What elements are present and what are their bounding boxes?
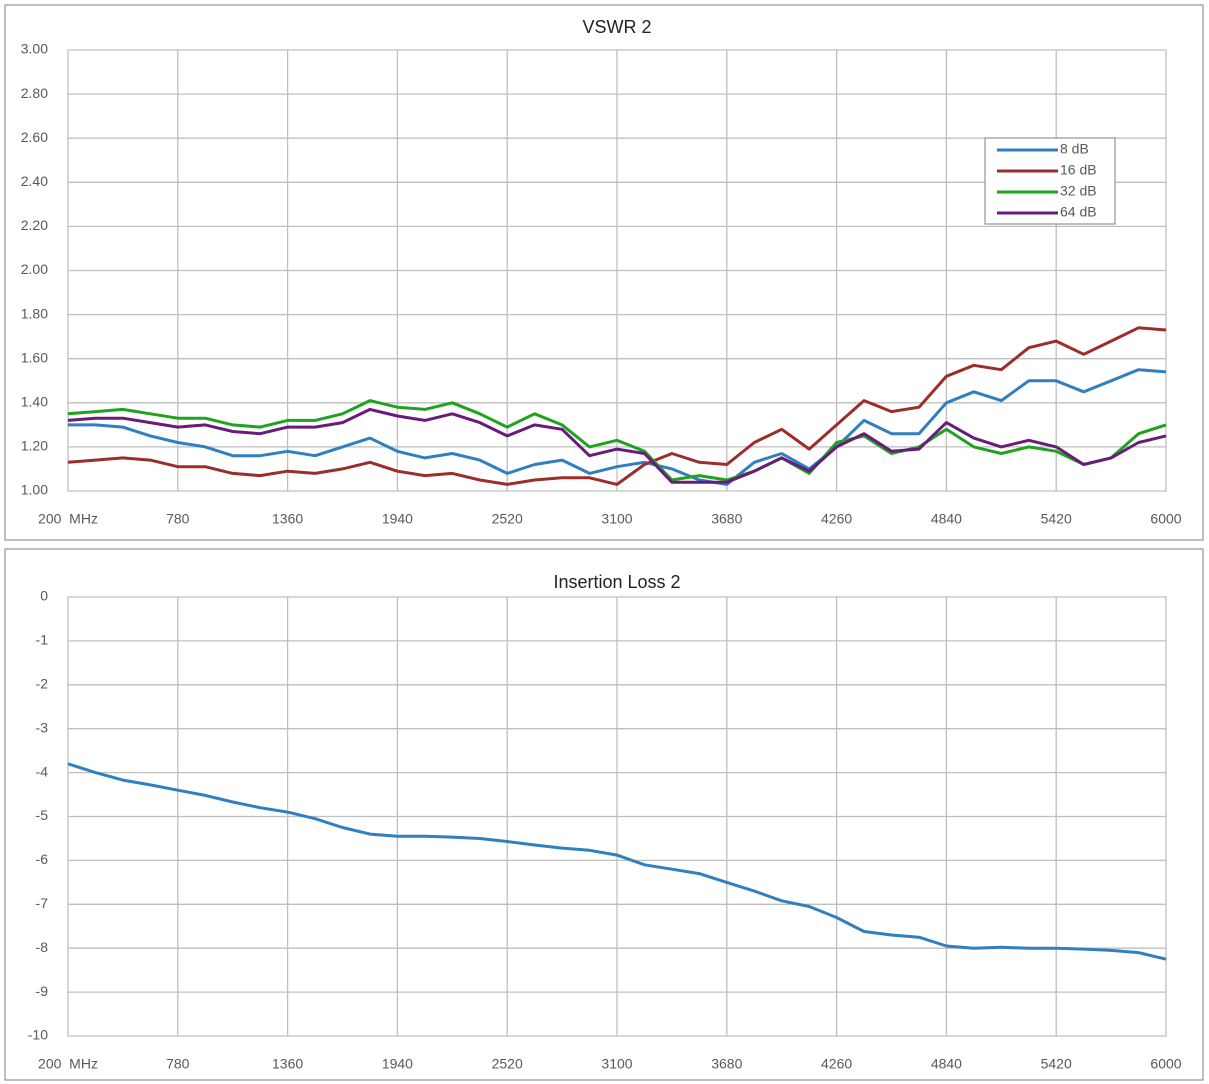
chart-frame (4, 4, 1204, 541)
x-tick-label: 3100 (601, 1056, 632, 1072)
x-tick-label: 4840 (931, 511, 962, 527)
legend-label: 32 dB (1060, 183, 1097, 199)
y-tick-label: -8 (36, 939, 49, 955)
y-tick-label: -1 (36, 632, 49, 648)
x-tick-label: 1940 (382, 511, 413, 527)
y-tick-label: -2 (36, 676, 49, 692)
y-tick-label: -3 (36, 719, 49, 735)
y-tick-label: 1.80 (21, 305, 48, 321)
chart-title: Insertion Loss 2 (553, 572, 680, 592)
x-tick-label: 200 MHz (38, 1056, 98, 1072)
series-line (67, 399, 1167, 482)
series-line (67, 407, 1167, 484)
series-line (68, 368, 1167, 486)
y-tick-label: 1.40 (21, 394, 48, 410)
x-tick-label: 4260 (821, 1056, 852, 1072)
x-tick-label: 780 (166, 1056, 190, 1072)
x-tick-label: 2520 (492, 1056, 523, 1072)
x-tick-label: 6000 (1150, 511, 1181, 527)
x-tick-label: 4260 (821, 511, 852, 527)
y-tick-label: -6 (36, 851, 49, 867)
series-line (67, 326, 1167, 486)
y-tick-label: 0 (40, 588, 48, 604)
y-tick-label: -4 (36, 763, 49, 779)
x-tick-label: 3680 (711, 1056, 742, 1072)
y-tick-label: 2.40 (21, 173, 48, 189)
x-tick-label: 3680 (711, 511, 742, 527)
x-tick-label: 780 (166, 511, 190, 527)
legend-label: 16 dB (1060, 162, 1097, 178)
x-tick-label: 2520 (492, 511, 523, 527)
legend-box (984, 137, 1116, 225)
y-tick-label: 1.00 (21, 482, 48, 498)
x-tick-label: 1360 (272, 1056, 303, 1072)
y-tick-label: -5 (36, 807, 49, 823)
chart-title: VSWR 2 (582, 17, 651, 37)
y-tick-label: 3.00 (21, 41, 48, 57)
y-tick-label: -10 (28, 1027, 48, 1043)
x-tick-label: 200 MHz (38, 511, 98, 527)
x-tick-label: 6000 (1150, 1056, 1181, 1072)
y-tick-label: 2.60 (21, 129, 48, 145)
y-tick-label: 1.60 (21, 349, 48, 365)
y-tick-label: 2.20 (21, 217, 48, 233)
legend-label: 64 dB (1060, 204, 1097, 220)
x-tick-label: 5420 (1041, 511, 1072, 527)
chart-frame (4, 548, 1204, 1081)
y-tick-label: 1.20 (21, 438, 48, 454)
legend-label: 8 dB (1060, 141, 1089, 157)
x-tick-label: 3100 (601, 511, 632, 527)
x-tick-label: 1360 (272, 511, 303, 527)
series-line (67, 762, 1167, 961)
x-tick-label: 1940 (382, 1056, 413, 1072)
y-tick-label: -9 (36, 983, 49, 999)
x-tick-label: 4840 (931, 1056, 962, 1072)
y-tick-label: -7 (36, 895, 49, 911)
y-tick-label: 2.80 (21, 85, 48, 101)
y-tick-label: 2.00 (21, 261, 48, 277)
x-tick-label: 5420 (1041, 1056, 1072, 1072)
